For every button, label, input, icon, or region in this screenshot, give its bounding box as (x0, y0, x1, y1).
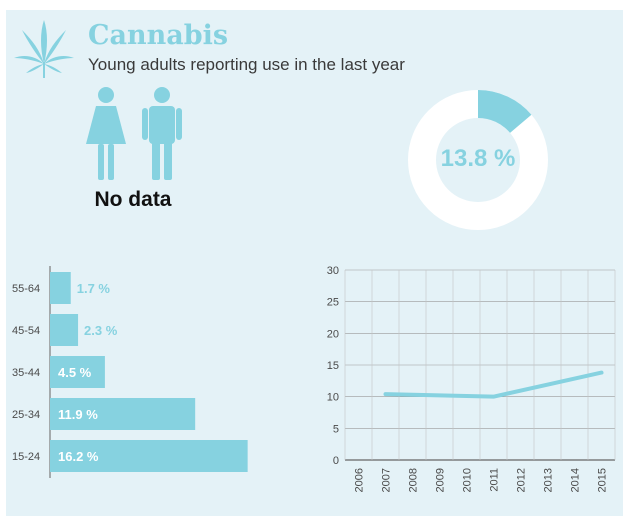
x-tick-label: 2008 (408, 468, 420, 492)
bar-value-label: 2.3 % (84, 323, 118, 338)
y-tick-label: 15 (327, 360, 339, 372)
y-tick-label: 25 (327, 297, 339, 309)
bar-value-label: 16.2 % (58, 449, 99, 464)
age-bar (50, 272, 71, 304)
age-bar (50, 356, 105, 388)
age-label: 45-54 (12, 325, 40, 337)
age-bar-chart: 55-64 1.7 % 45-54 2.3 % 35-44 4.5 % 25-34 11.9 … (12, 266, 248, 478)
bar-value-label: 1.7 % (77, 281, 111, 296)
x-tick-label: 2014 (570, 468, 582, 492)
donut-chart (408, 90, 548, 230)
page-subtitle: Young adults reporting use in the last y… (88, 55, 405, 74)
age-label: 35-44 (12, 367, 40, 379)
no-data-note: No data (94, 188, 172, 211)
donut-center-label: 13.8 % (440, 145, 516, 172)
page-title: Cannabis (88, 20, 229, 51)
age-label: 15-24 (12, 451, 40, 463)
x-tick-label: 2010 (462, 468, 474, 492)
x-tick-label: 2009 (435, 468, 447, 492)
y-tick-label: 20 (327, 328, 339, 340)
age-label: 55-64 (12, 283, 40, 295)
trend-series-line (383, 370, 604, 399)
x-tick-label: 2011 (489, 468, 501, 492)
x-tick-label: 2007 (381, 468, 393, 492)
y-tick-label: 0 (333, 455, 339, 467)
x-tick-label: 2006 (354, 468, 366, 492)
bar-value-label: 4.5 % (58, 365, 92, 380)
age-bar (50, 314, 79, 346)
x-tick-label: 2015 (597, 468, 609, 492)
age-bar (50, 440, 248, 472)
x-tick-label: 2012 (516, 468, 528, 492)
donut-value-slice (408, 90, 548, 230)
y-tick-label: 5 (333, 423, 339, 435)
y-tick-label: 10 (327, 392, 339, 404)
cannabis-leaf-icon (14, 20, 74, 78)
male-icon (142, 87, 182, 180)
age-label: 25-34 (12, 409, 40, 421)
x-tick-label: 2013 (543, 468, 555, 492)
age-bar (50, 398, 196, 430)
bar-value-label: 11.9 % (58, 407, 98, 422)
y-tick-label: 30 (327, 265, 339, 277)
trend-line-chart: 0 5 10 15 20 25 30 2006 2007 2008 2009 2010 2011 2012… (327, 265, 616, 492)
female-icon (86, 87, 126, 180)
